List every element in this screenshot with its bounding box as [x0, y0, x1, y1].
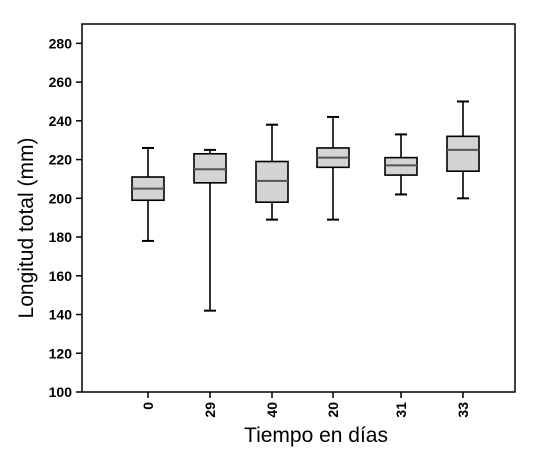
x-tick-label: 40: [264, 402, 280, 418]
x-axis: 0 29 40 20 31 33: [140, 392, 471, 418]
x-tick-label: 29: [202, 402, 218, 418]
y-tick-label: 240: [49, 113, 73, 129]
box-40: [255, 123, 289, 221]
box-31: [384, 133, 418, 196]
x-tick-label: 20: [325, 402, 341, 418]
x-tick-label: 31: [393, 402, 409, 418]
box-33: [446, 100, 480, 200]
box-20: [316, 115, 350, 221]
y-tick-label: 160: [49, 268, 73, 284]
x-axis-label: Tiempo en días: [244, 424, 388, 447]
boxes-group: [131, 100, 480, 312]
box-0: [131, 146, 165, 242]
y-tick-label: 280: [49, 35, 73, 51]
y-tick-label: 120: [49, 345, 73, 361]
y-tick-label: 220: [49, 152, 73, 168]
x-tick-label: 0: [140, 402, 156, 410]
y-axis: 100 120 140 160 180 200 220 240 260 280: [49, 35, 82, 400]
y-tick-label: 180: [49, 229, 73, 245]
y-tick-label: 260: [49, 74, 73, 90]
y-tick-label: 200: [49, 190, 73, 206]
plot-area-frame: [81, 23, 516, 393]
y-axis-label: Longitud total (mm): [15, 138, 38, 319]
x-tick-label: 33: [455, 402, 471, 418]
iqr-box: [446, 135, 480, 172]
y-tick-label: 140: [49, 307, 73, 323]
box-29: [193, 148, 227, 312]
y-tick-label: 100: [49, 384, 73, 400]
